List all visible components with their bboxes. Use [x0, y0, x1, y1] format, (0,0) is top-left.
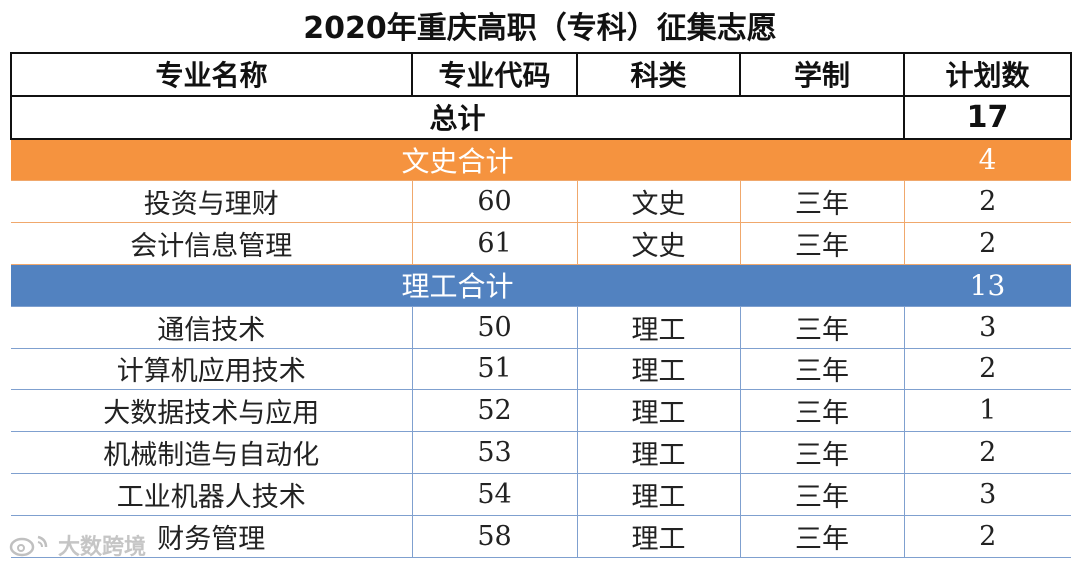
section-row-liberal-arts: 文史合计 4: [11, 138, 1071, 181]
table-row: 通信技术 50 理工 三年 3: [11, 305, 1071, 349]
major-plan-count: 2: [903, 222, 1071, 265]
major-name: 通信技术: [11, 305, 413, 349]
header-category: 科类: [576, 52, 741, 97]
total-count: 17: [903, 94, 1072, 140]
major-name: 大数据技术与应用: [11, 389, 413, 433]
major-category: 文史: [576, 222, 741, 265]
major-code: 58: [411, 514, 578, 558]
major-name: 投资与理财: [11, 180, 413, 224]
major-code: 54: [411, 472, 578, 516]
section-label: 文史合计: [11, 138, 904, 181]
major-duration: 三年: [739, 431, 905, 474]
major-code: 61: [411, 222, 578, 265]
major-name: 财务管理: [11, 514, 413, 558]
table-header-row: 专业名称 专业代码 科类 学制 计划数: [10, 52, 1072, 97]
section-count: 4: [904, 138, 1071, 181]
major-duration: 三年: [739, 389, 905, 433]
major-plan-count: 3: [903, 472, 1071, 516]
major-code: 50: [411, 305, 578, 349]
major-code: 51: [411, 347, 578, 391]
major-name: 工业机器人技术: [11, 472, 413, 516]
header-plan-count: 计划数: [903, 52, 1072, 97]
major-plan-count: 3: [903, 305, 1071, 349]
major-plan-count: 2: [903, 514, 1071, 558]
major-category: 理工: [576, 431, 741, 474]
header-major-code: 专业代码: [411, 52, 578, 97]
table-row: 大数据技术与应用 52 理工 三年 1: [11, 389, 1071, 433]
major-duration: 三年: [739, 347, 905, 391]
section-label: 理工合计: [11, 264, 904, 307]
header-major-name: 专业名称: [10, 52, 413, 97]
table-row: 会计信息管理 61 文史 三年 2: [11, 222, 1071, 265]
section-row-science-engineering: 理工合计 13: [11, 264, 1071, 307]
weibo-logo-icon: [9, 535, 48, 557]
major-name: 计算机应用技术: [11, 347, 413, 391]
watermark-text: 大数跨境: [58, 535, 147, 560]
major-plan-count: 2: [903, 180, 1071, 224]
table-row: 机械制造与自动化 53 理工 三年 2: [11, 431, 1071, 474]
major-name: 会计信息管理: [11, 222, 413, 265]
major-category: 理工: [576, 305, 741, 349]
watermark: 大数跨境: [8, 530, 146, 560]
table-row: 工业机器人技术 54 理工 三年 3: [11, 472, 1071, 516]
major-name: 机械制造与自动化: [11, 431, 413, 474]
page-title: 2020年重庆高职（专科）征集志愿: [303, 11, 777, 46]
enrollment-plan-table: 专业名称 专业代码 科类 学制 计划数 总计 17 文史合计 4 投资与理财 6…: [10, 52, 1072, 558]
table-row: 投资与理财 60 文史 三年 2: [11, 180, 1071, 224]
major-category: 理工: [576, 472, 741, 516]
major-duration: 三年: [739, 514, 905, 558]
major-duration: 三年: [739, 472, 905, 516]
section-count: 13: [904, 264, 1071, 307]
total-row: 总计 17: [10, 94, 1072, 140]
major-category: 理工: [576, 514, 741, 558]
major-duration: 三年: [739, 222, 905, 265]
table-row: 计算机应用技术 51 理工 三年 2: [11, 347, 1071, 391]
total-label: 总计: [10, 94, 905, 140]
major-plan-count: 1: [903, 389, 1071, 433]
major-code: 60: [411, 180, 578, 224]
major-category: 理工: [576, 347, 741, 391]
major-duration: 三年: [739, 180, 905, 224]
major-category: 理工: [576, 389, 741, 433]
table-row: 财务管理 58 理工 三年 2: [11, 514, 1071, 558]
major-duration: 三年: [739, 305, 905, 349]
major-code: 52: [411, 389, 578, 433]
header-duration: 学制: [739, 52, 905, 97]
major-plan-count: 2: [903, 431, 1071, 474]
major-plan-count: 2: [903, 347, 1071, 391]
major-code: 53: [411, 431, 578, 474]
major-category: 文史: [576, 180, 741, 224]
